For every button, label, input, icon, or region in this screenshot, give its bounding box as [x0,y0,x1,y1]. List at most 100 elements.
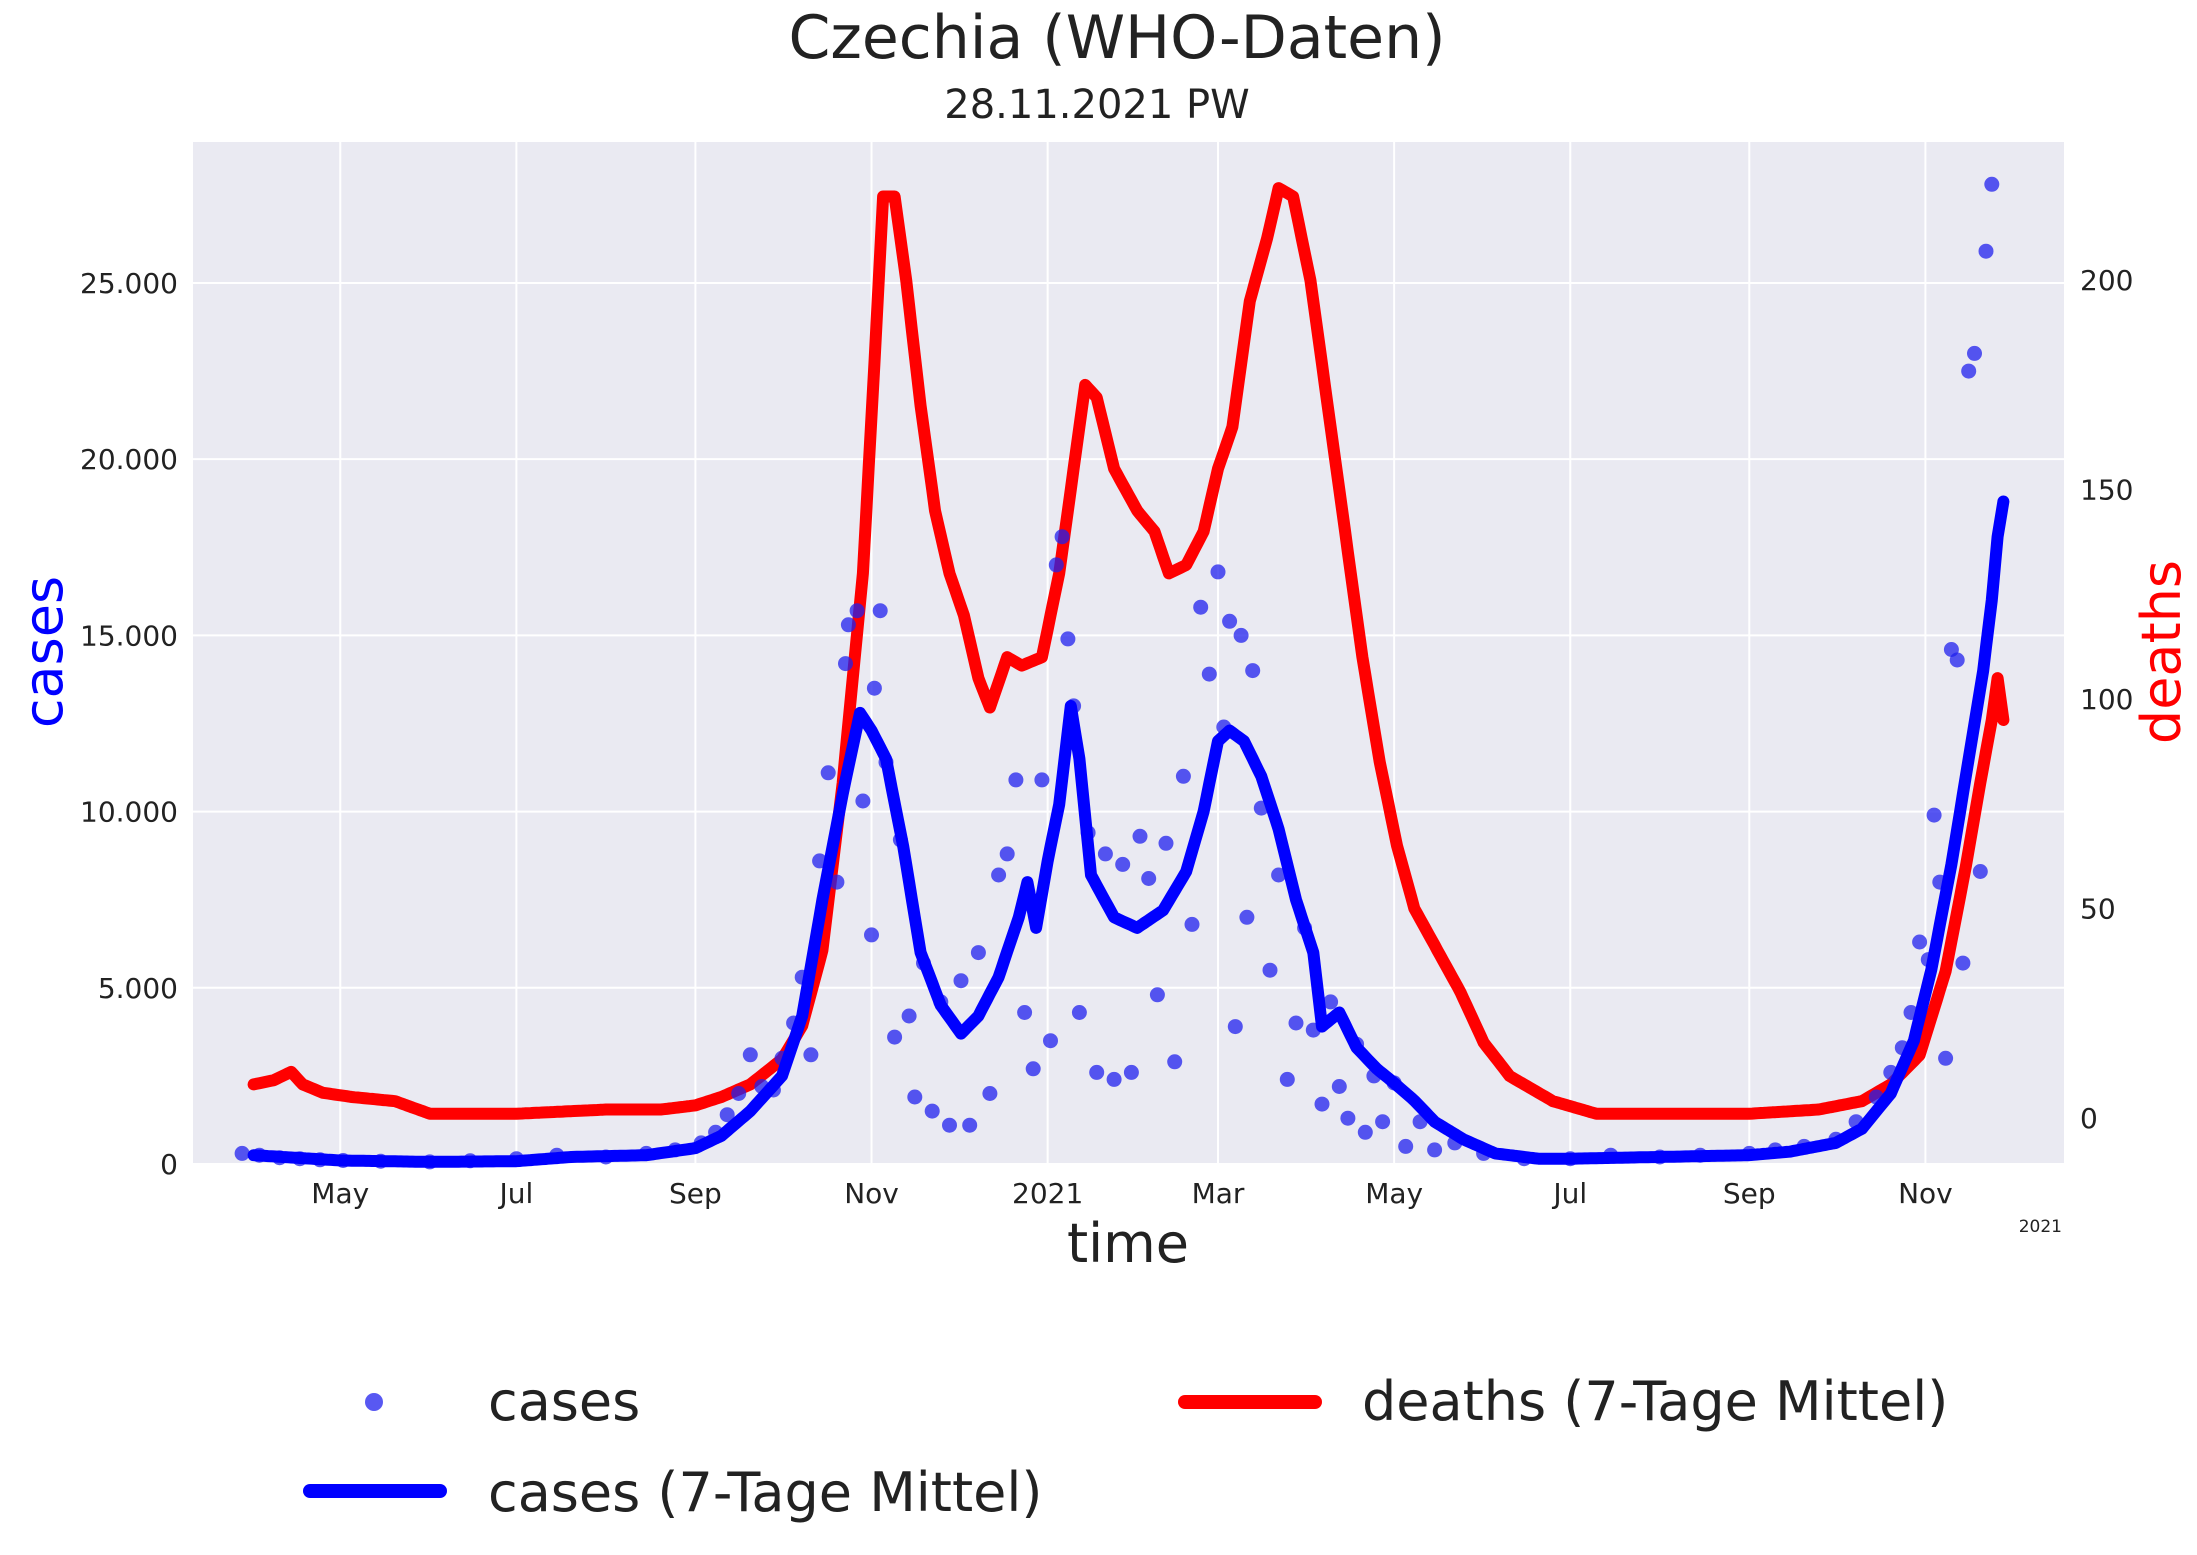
cases-point [1271,867,1287,883]
cases-series [247,495,2010,1168]
cases-point [1034,772,1050,788]
cases-point [1288,1015,1304,1031]
cases-point [1331,1079,1347,1094]
legend: cases cases (7-Tage Mittel) deaths (7-Ta… [303,1370,1948,1524]
cases-point [1048,557,1064,573]
y-right-tick-label: 200 [2080,264,2133,297]
cases-point [719,1107,735,1123]
x-axis-year-note: 2021 [2019,1217,2062,1237]
x-tick-label: 2021 [1012,1177,1083,1210]
x-tick-label: Jul [1551,1177,1587,1210]
chart-subtitle: 28.11.2021 PW [944,82,1249,128]
cases-point [1984,176,2000,192]
cases-point [1961,363,1977,379]
cases-point [1184,916,1200,932]
x-tick-label: Sep [1723,1177,1776,1210]
cases-point [1123,1064,1139,1080]
cases-point [1210,564,1226,580]
cases-point [1201,666,1217,682]
deaths-line [247,182,2010,1120]
cases-point [840,617,856,633]
legend-cases-marker [365,1393,383,1411]
y-right-tick-label: 100 [2080,683,2133,716]
cases-point [1193,599,1209,615]
y-left-tick-label: 15.000 [80,619,178,652]
y-left-tick-label: 25.000 [80,267,178,300]
deaths-series [247,182,2010,1120]
cases-point [1972,864,1988,879]
cases-point [855,793,871,809]
cases-point [1222,613,1238,629]
x-axis-label: time [1067,1212,1189,1275]
cases-point [907,1089,923,1105]
cases-point [970,945,986,961]
cases-point [1017,1005,1033,1020]
cases-point [1340,1110,1356,1126]
x-tick-label: May [1365,1177,1423,1210]
cases-point [1357,1124,1373,1140]
y-right-tick-label: 150 [2080,474,2133,507]
cases-point [1149,987,1165,1003]
cases-point [803,1047,819,1063]
cases-point [1279,1071,1295,1087]
cases-point [1132,828,1148,844]
y-axis-left-label: cases [12,576,75,728]
cases-point [872,603,888,619]
cases-point [1025,1061,1041,1077]
cases-point [942,1117,957,1133]
legend-deaths-avg-label: deaths (7-Tage Mittel) [1362,1370,1948,1433]
cases-point [866,680,882,696]
cases-point [1071,1005,1087,1020]
plot-background [193,142,2064,1164]
cases-point [1008,772,1024,788]
cases-point [1262,962,1278,978]
cases-point [1323,994,1339,1010]
cases-point [829,874,845,890]
cases-point [849,603,865,619]
cases-point [962,1117,978,1133]
cases-point [864,927,879,943]
x-tick-label: May [311,1177,369,1210]
cases-point [901,1008,917,1024]
cases-point [1375,1114,1391,1130]
cases-point [1175,768,1191,784]
cases-point [1233,627,1249,643]
cases-point [1043,1033,1058,1049]
cases-point [731,1086,747,1101]
legend-cases-avg-label: cases (7-Tage Mittel) [488,1461,1042,1524]
cases-point [887,1029,903,1045]
cases-point [1089,1064,1105,1080]
cases-point [1106,1071,1122,1087]
y-axis-right-label: deaths [2130,560,2193,744]
axis-ticks: May Jul Sep Nov 2021 Mar May Jul Sep Nov 0 5.000 10.… [80,264,2133,1210]
cases-point [838,656,853,672]
y-left-tick-label: 10.000 [80,796,178,829]
x-tick-label: Sep [669,1177,722,1210]
cases-point [234,1145,250,1161]
cases-point [1245,663,1261,679]
y-right-tick-label: 50 [2080,893,2116,926]
cases-point [982,1086,998,1101]
cases-point [1227,1019,1243,1035]
cases-point [1938,1050,1954,1066]
chart-title: Czechia (WHO-Daten) [788,3,1445,73]
cases-line [247,495,2010,1168]
cases-point [1978,243,1994,259]
x-tick-label: Nov [1898,1177,1953,1210]
y-left-tick-label: 0 [160,1148,178,1181]
cases-point [742,1047,758,1063]
cases-point [1955,955,1971,971]
cases-point [1097,846,1113,862]
cases-point [1398,1138,1414,1154]
cases-point [953,973,969,989]
cases-point [1141,871,1157,886]
cases-point [1167,1054,1183,1070]
x-tick-label: Mar [1192,1177,1245,1210]
cases-point [820,765,836,781]
cases-point [999,846,1015,862]
cases-point [1926,807,1942,823]
x-tick-label: Nov [844,1177,899,1210]
y-left-tick-label: 5.000 [98,972,178,1005]
cases-point [1115,856,1131,872]
